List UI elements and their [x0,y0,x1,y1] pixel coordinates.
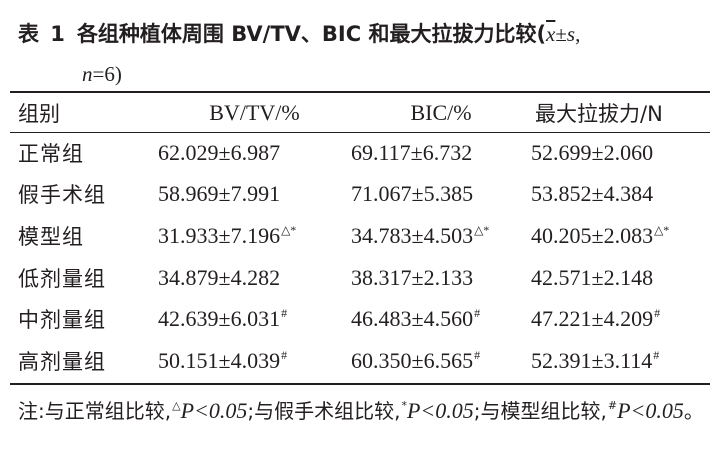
note-mark-hash: # [607,399,618,412]
bvtv-value: 50.151±4.039# [158,340,351,382]
value-text: 52.391±3.114 [531,347,653,373]
caption-stat: x±s, [546,22,580,46]
caption-line-1: 表 1 各组种植体周围 BV/TV、BIC 和最大拉拔力比较(x±s, [18,14,708,54]
header-pullout-force: 最大拉拔力/N [535,101,663,126]
caption-n-value: =6) [92,62,122,86]
caption-n-symbol: n [82,62,93,86]
value-text: 71.067±5.385 [351,181,474,207]
force-value: 52.391±3.114# [531,340,721,382]
group-name: 低剂量组 [18,266,106,291]
force-value: 52.699±2.060 [531,132,721,174]
caption-title-text: 各组种植体周围 BV/TV、BIC 和最大拉拔力比较( [76,22,547,46]
group-name: 假手术组 [18,183,106,208]
value-text: 38.317±2.133 [351,264,474,290]
caption-mean-symbol: x [546,22,556,46]
note-p2-text: P<0.05 [406,398,474,423]
bvtv-value: 31.933±7.196△* [158,215,351,257]
significance-mark: # [653,347,660,362]
table-number: 表 1 [18,22,67,46]
table-caption: 表 1 各组种植体周围 BV/TV、BIC 和最大拉拔力比较(x±s, n=6) [18,14,708,94]
value-text: 47.221±4.209 [531,306,654,332]
header-row: 组别 BV/TV/% BIC/% 最大拉拔力/N [10,93,721,132]
value-text: 42.571±2.148 [531,264,654,290]
note-end: 。 [683,399,704,423]
note-mark-asterisk: * [401,399,407,412]
significance-mark: △* [654,222,670,237]
table-top-rule [10,91,710,93]
table-row: 低剂量组 34.879±4.282 38.317±2.133 42.571±2.… [10,257,721,299]
table-row: 正常组 62.029±6.987 69.117±6.732 52.699±2.0… [10,132,721,174]
table-header-rule [10,132,710,133]
significance-mark: △* [281,222,297,237]
note-p-value-2: P<0.05 [407,398,474,423]
note-p-value-3: P<0.05 [617,398,684,423]
note-p3-text: P<0.05 [617,398,684,423]
note-prefix: 注:与正常组比较, [18,399,172,423]
bvtv-value: 34.879±4.282 [158,257,351,299]
significance-mark: # [474,306,481,321]
value-text: 53.852±4.384 [531,181,654,207]
significance-mark: # [474,347,481,362]
value-text: 31.933±7.196 [158,222,281,248]
value-text: 62.029±6.987 [158,139,281,165]
caption-sd-symbol: s [566,22,576,46]
group-name: 中剂量组 [18,308,106,333]
note-p-value-1: P<0.05 [181,398,248,423]
bic-value: 60.350±6.565# [351,340,531,382]
force-value: 53.852±4.384 [531,174,721,216]
table-bottom-rule [10,383,710,385]
significance-mark: # [654,306,661,321]
value-text: 34.879±4.282 [158,264,281,290]
table-row: 高剂量组 50.151±4.039# 60.350±6.565# 52.391±… [10,340,721,382]
bvtv-value: 62.029±6.987 [158,132,351,174]
group-name: 正常组 [18,141,84,166]
force-value: 42.571±2.148 [531,257,721,299]
table-title: 各组种植体周围 BV/TV、BIC 和最大拉拔力比较(x±s, [77,22,580,46]
caption-pm: ± [555,22,567,46]
value-text: 42.639±6.031 [158,306,281,332]
bic-value: 38.317±2.133 [351,257,531,299]
group-name: 模型组 [18,224,84,249]
significance-mark: △* [474,222,490,237]
table-row: 中剂量组 42.639±6.031# 46.483±4.560# 47.221±… [10,298,721,340]
table-row: 模型组 31.933±7.196△* 34.783±4.503△* 40.205… [10,215,721,257]
data-table: 组别 BV/TV/% BIC/% 最大拉拔力/N 正常组 62.029±6.98… [10,93,721,382]
force-value: 40.205±2.083△* [531,215,721,257]
table-row: 假手术组 58.969±7.991 71.067±5.385 53.852±4.… [10,174,721,216]
bic-value: 71.067±5.385 [351,174,531,216]
value-text: 52.699±2.060 [531,139,654,165]
group-name: 高剂量组 [18,349,106,374]
value-text: 69.117±6.732 [351,139,473,165]
header-group: 组别 [18,101,60,126]
table-header: 组别 BV/TV/% BIC/% 最大拉拔力/N [10,93,721,132]
value-text: 58.969±7.991 [158,181,281,207]
table-body: 正常组 62.029±6.987 69.117±6.732 52.699±2.0… [10,132,721,382]
bic-value: 46.483±4.560# [351,298,531,340]
value-text: 46.483±4.560 [351,306,474,332]
significance-mark: # [281,347,288,362]
value-text: 60.350±6.565 [351,347,474,373]
value-text: 50.151±4.039 [158,347,281,373]
table-footnote: 注:与正常组比较,△P<0.05;与假手术组比较,*P<0.05;与模型组比较,… [18,386,708,431]
bvtv-value: 58.969±7.991 [158,174,351,216]
bvtv-value: 42.639±6.031# [158,298,351,340]
force-value: 47.221±4.209# [531,298,721,340]
bic-value: 34.783±4.503△* [351,215,531,257]
note-mid-1: ;与假手术组比较, [247,399,401,423]
header-bvtv: BV/TV/% [209,99,300,125]
note-p1-text: P<0.05 [180,398,248,423]
significance-mark: # [281,306,288,321]
note-mid-2: ;与模型组比较, [473,399,607,423]
value-text: 40.205±2.083 [531,222,654,248]
value-text: 34.783±4.503 [351,222,474,248]
bic-value: 69.117±6.732 [351,132,531,174]
caption-line-2: n=6) [18,54,708,94]
note-mark-triangle: △ [172,399,181,412]
header-bic: BIC/% [410,99,472,125]
caption-comma: , [575,22,581,46]
